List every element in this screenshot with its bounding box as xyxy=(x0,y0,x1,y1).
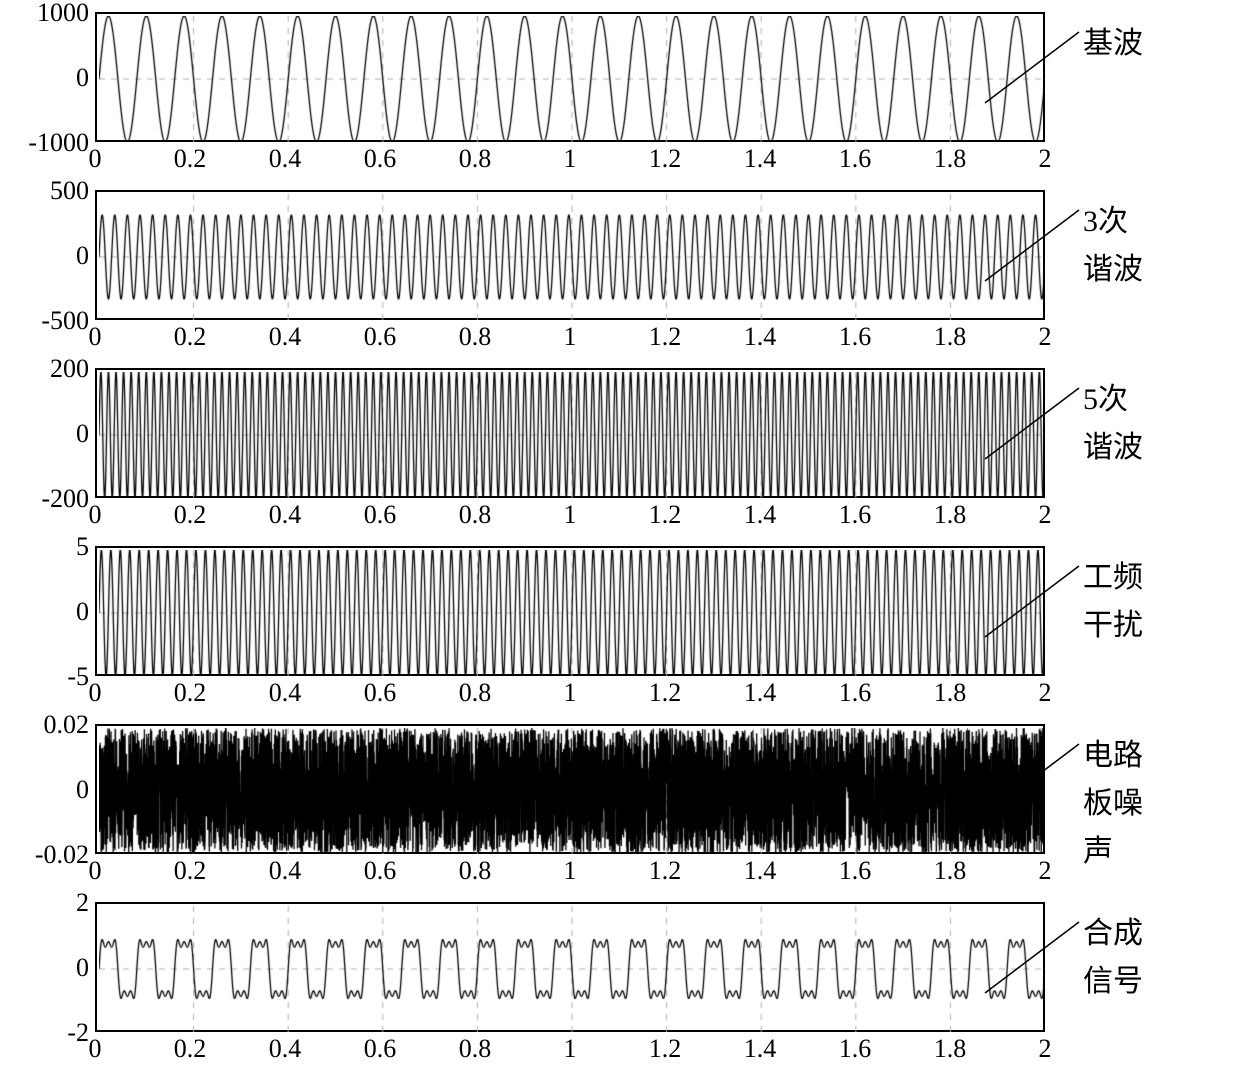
subplot-board-noise: -0.0200.0200.20.40.60.811.21.41.61.82电路板… xyxy=(0,712,1240,890)
leader-line xyxy=(0,712,1240,890)
subplot-line-freq-interference: -50500.20.40.60.811.21.41.61.82工频干扰 xyxy=(0,534,1240,712)
leader-line xyxy=(0,534,1240,712)
figure: -10000100000.20.40.60.811.21.41.61.82基波-… xyxy=(0,0,1240,1082)
subplot-fundamental: -10000100000.20.40.60.811.21.41.61.82基波 xyxy=(0,0,1240,178)
leader-line xyxy=(0,356,1240,534)
leader-line xyxy=(0,0,1240,178)
subplot-composite: -20200.20.40.60.811.21.41.61.82合成信号 xyxy=(0,890,1240,1068)
subplot-harmonic3: -500050000.20.40.60.811.21.41.61.823次谐波 xyxy=(0,178,1240,356)
subplot-harmonic5: -200020000.20.40.60.811.21.41.61.825次谐波 xyxy=(0,356,1240,534)
leader-line xyxy=(0,178,1240,356)
leader-line xyxy=(0,890,1240,1068)
